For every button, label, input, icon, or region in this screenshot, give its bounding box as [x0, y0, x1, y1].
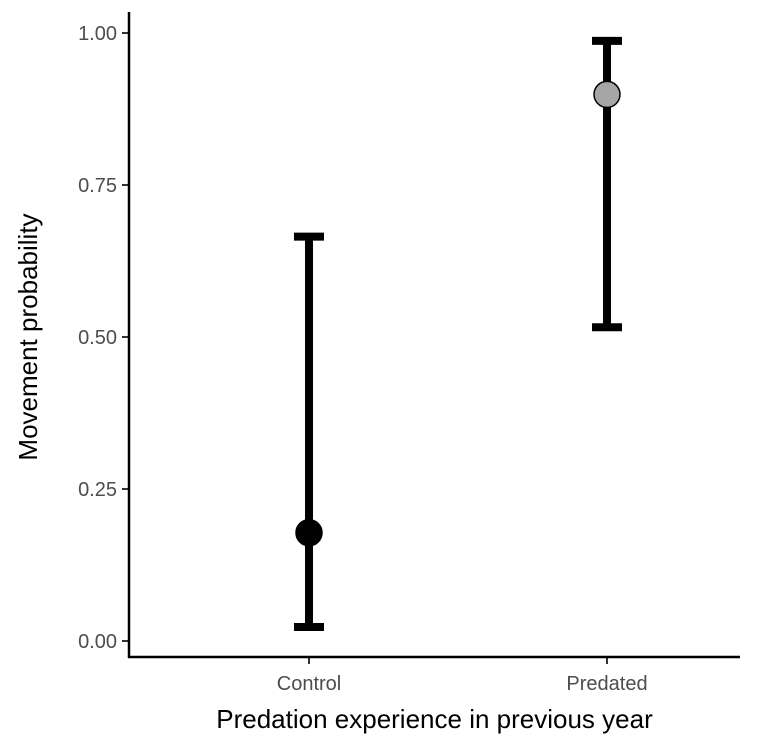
point-control — [295, 519, 323, 547]
x-tick-label: Control — [277, 673, 341, 695]
data-marks — [294, 36, 622, 632]
error-bar-control — [294, 232, 324, 632]
x-tick-label: Predated — [566, 673, 647, 695]
y-tick-label: 0.50 — [78, 327, 117, 349]
x-axis-title: Predation experience in previous year — [216, 704, 653, 734]
y-axis-ticks: 0.00 0.25 0.50 0.75 1.00 — [78, 23, 129, 653]
y-tick-label: 0.75 — [78, 175, 117, 197]
y-tick-label: 1.00 — [78, 23, 117, 45]
x-axis-ticks: Control Predated — [277, 657, 648, 695]
y-tick-label: 0.00 — [78, 631, 117, 653]
y-tick-label: 0.25 — [78, 479, 117, 501]
y-axis-title: Movement probability — [13, 213, 43, 460]
point-predated — [593, 80, 621, 109]
